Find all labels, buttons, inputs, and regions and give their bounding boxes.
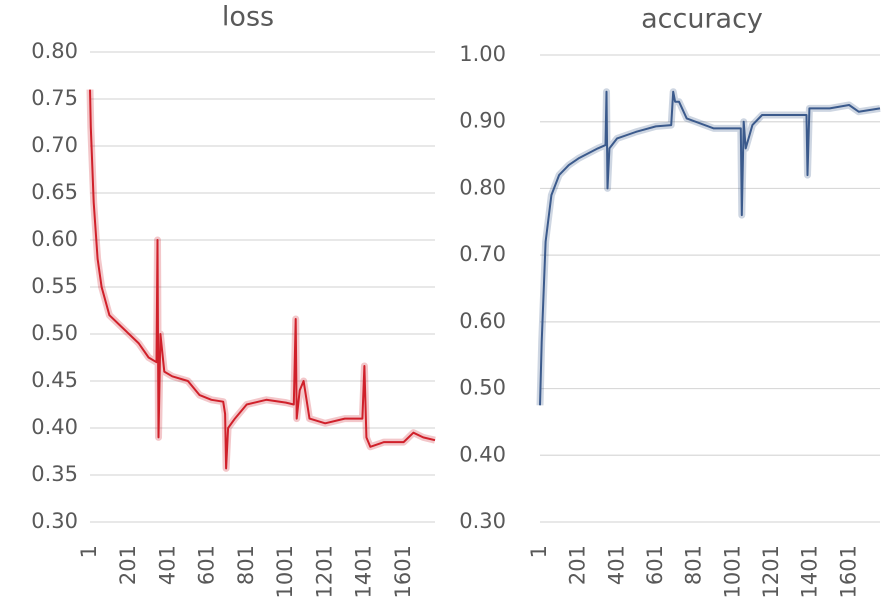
x-tick-label: 801: [682, 545, 706, 585]
y-tick-label: 0.90: [459, 109, 506, 133]
x-tick-label: 601: [195, 545, 219, 585]
chart-title: accuracy: [641, 4, 763, 35]
x-tick-label: 201: [566, 545, 590, 585]
y-tick-label: 0.55: [31, 274, 78, 298]
x-tick-label: 401: [155, 545, 179, 585]
y-tick-label: 0.30: [459, 509, 506, 533]
y-tick-label: 0.30: [31, 509, 78, 533]
x-tick-label: 1001: [273, 545, 297, 598]
x-tick-label: 601: [643, 545, 667, 585]
y-tick-label: 0.40: [31, 415, 78, 439]
y-tick-label: 0.40: [459, 442, 506, 466]
x-tick-label: 401: [604, 545, 628, 585]
y-tick-label: 0.75: [31, 86, 78, 110]
y-tick-label: 0.65: [31, 180, 78, 204]
y-tick-label: 0.80: [31, 39, 78, 63]
y-tick-label: 0.70: [459, 242, 506, 266]
x-tick-label: 1: [77, 545, 101, 558]
y-tick-label: 0.60: [31, 227, 78, 251]
y-tick-label: 0.35: [31, 462, 78, 486]
x-tick-label: 1001: [720, 545, 744, 598]
y-tick-label: 0.45: [31, 368, 78, 392]
chart-title: loss: [222, 2, 274, 33]
x-tick-label: 801: [234, 545, 258, 585]
x-tick-label: 1401: [798, 545, 822, 598]
line: [89, 89, 436, 470]
y-tick-label: 0.80: [459, 175, 506, 199]
x-tick-label: 1201: [759, 545, 783, 598]
y-tick-label: 0.70: [31, 133, 78, 157]
x-tick-label: 1401: [352, 545, 376, 598]
y-tick-label: 0.50: [31, 321, 78, 345]
y-tick-label: 1.00: [459, 42, 506, 66]
line: [539, 90, 881, 406]
x-tick-label: 1201: [312, 545, 336, 598]
x-tick-label: 1: [527, 545, 551, 558]
x-tick-label: 1601: [391, 545, 415, 598]
y-tick-label: 0.60: [459, 309, 506, 333]
line-band: [536, 88, 881, 406]
y-tick-label: 0.50: [459, 376, 506, 400]
x-tick-label: 1601: [836, 545, 860, 598]
x-tick-label: 201: [116, 545, 140, 585]
